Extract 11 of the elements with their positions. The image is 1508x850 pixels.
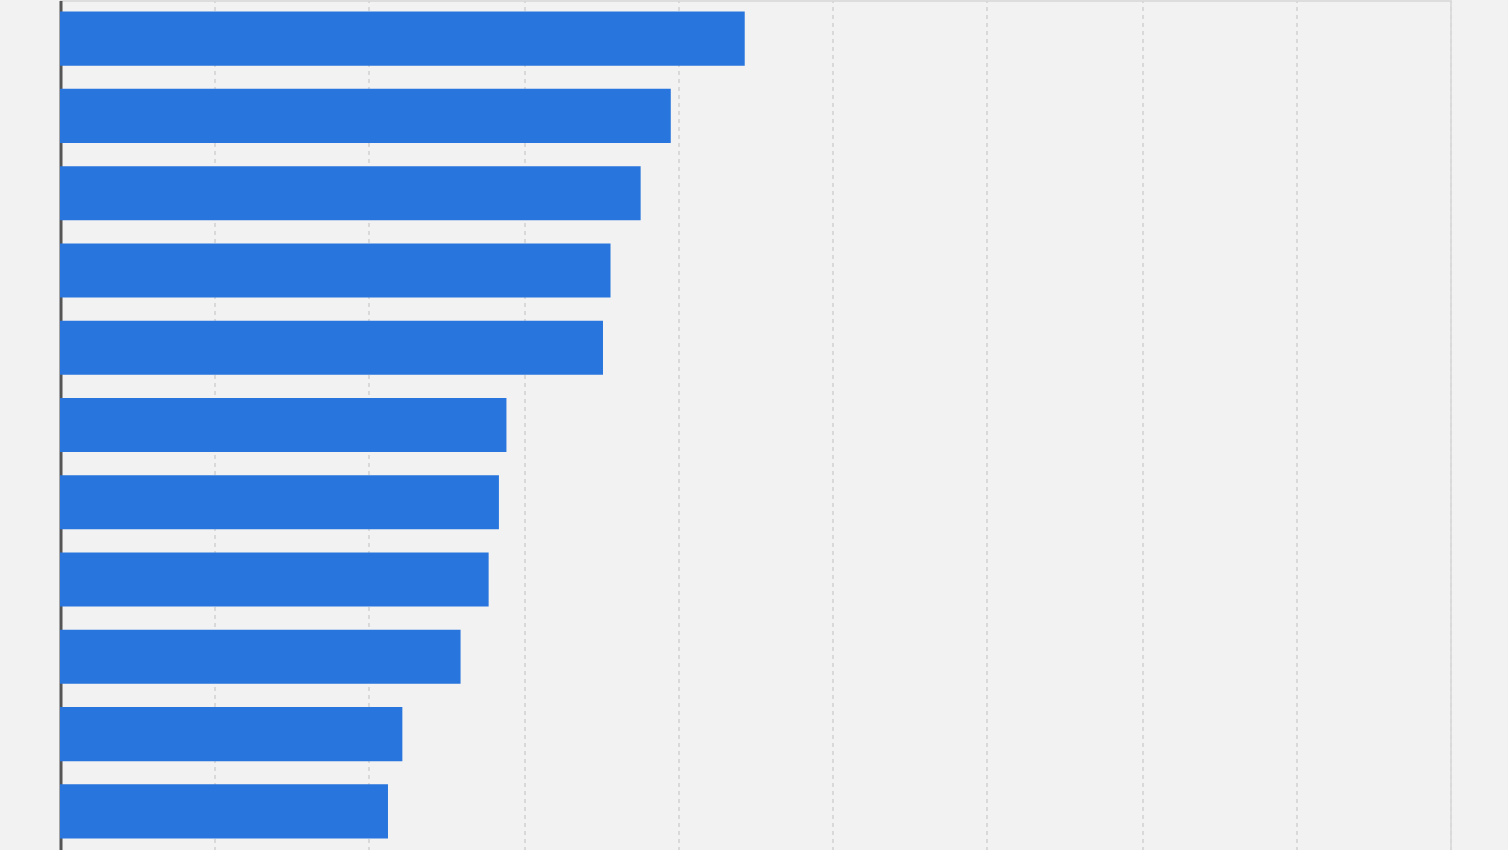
bar bbox=[60, 707, 403, 762]
bar bbox=[60, 784, 388, 839]
bar bbox=[60, 397, 507, 453]
bar bbox=[60, 166, 641, 221]
bar bbox=[60, 629, 461, 684]
bar bbox=[60, 320, 603, 375]
bar bbox=[60, 11, 745, 66]
bar bbox=[60, 475, 499, 530]
bar bbox=[60, 88, 671, 143]
bar bbox=[60, 552, 489, 607]
bar bbox=[60, 243, 611, 298]
